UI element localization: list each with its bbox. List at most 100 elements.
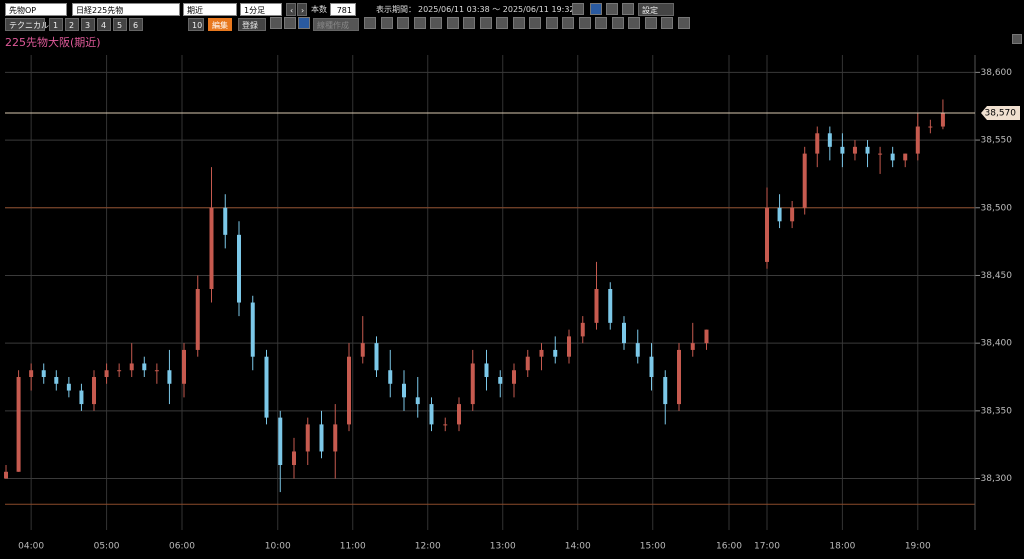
x-tick-label: 06:00 — [169, 542, 195, 552]
x-tick-label: 13:00 — [490, 542, 516, 552]
line-create-button[interactable]: 線種作成 — [313, 18, 359, 31]
candle-body — [649, 356, 654, 378]
icon-button[interactable] — [572, 3, 584, 15]
candle-body — [415, 397, 420, 405]
contract-select[interactable]: 期近 — [183, 3, 237, 16]
drawing-tool[interactable] — [595, 17, 607, 29]
drawing-tool[interactable] — [512, 17, 525, 29]
candle-body — [903, 153, 908, 161]
candle-body — [539, 349, 544, 357]
drawing-tool[interactable] — [479, 17, 492, 29]
candle-body — [622, 322, 626, 344]
candle-body — [209, 207, 214, 289]
drawing-tool[interactable] — [545, 17, 558, 29]
symbol-select[interactable]: 日経225先物 — [72, 3, 180, 16]
candle-body — [223, 207, 228, 235]
drawing-tool[interactable] — [661, 17, 673, 29]
drawing-tool[interactable] — [496, 17, 508, 29]
slot-button[interactable]: 4 — [97, 18, 111, 31]
candle-body — [402, 383, 406, 398]
y-tick-label: 38,300 — [981, 474, 1013, 484]
settings-button[interactable]: 設定 — [638, 3, 674, 16]
candle-body — [553, 349, 558, 357]
candle-body — [525, 356, 530, 371]
candle-body — [815, 133, 820, 154]
candle-body — [333, 424, 338, 452]
candle-body — [195, 289, 200, 350]
candle-body — [142, 363, 147, 371]
x-tick-label: 14:00 — [565, 542, 591, 552]
icon-button[interactable] — [606, 3, 618, 15]
candle-body — [305, 424, 310, 452]
drawing-tool[interactable] — [529, 17, 541, 29]
candle-body — [292, 451, 296, 466]
technical-button[interactable]: テクニカル — [5, 18, 49, 31]
last-price-tag — [981, 105, 1020, 120]
count-input[interactable]: 781 — [330, 3, 356, 16]
drawing-tool[interactable] — [364, 17, 376, 29]
y-tick-label: 38,350 — [981, 406, 1013, 416]
slot-button[interactable]: 10 — [188, 18, 204, 31]
drawing-tool[interactable] — [677, 17, 690, 29]
candle-body — [765, 207, 769, 262]
candle-body — [250, 302, 255, 357]
candle-body — [594, 289, 599, 323]
last-price-label: 38,570 — [985, 108, 1017, 118]
edit-button[interactable]: 編集 — [208, 18, 232, 31]
y-tick-label: 38,500 — [981, 203, 1013, 213]
candle-body — [92, 377, 97, 405]
x-tick-label: 10:00 — [265, 542, 291, 552]
candle-body — [580, 322, 585, 337]
x-tick-label: 11:00 — [340, 542, 366, 552]
candle-body — [470, 363, 475, 405]
drawing-tool[interactable] — [578, 17, 591, 29]
drawing-tool[interactable] — [430, 17, 442, 29]
drawing-tool[interactable] — [413, 17, 426, 29]
collapse-button[interactable] — [1012, 34, 1022, 44]
register-button[interactable]: 登録 — [238, 18, 266, 31]
candle-body — [840, 146, 845, 154]
slot-button[interactable]: 2 — [65, 18, 79, 31]
candle-body — [940, 112, 945, 127]
zoom-button[interactable] — [270, 17, 282, 29]
candle-body — [182, 349, 186, 384]
next-button[interactable]: › — [297, 3, 307, 16]
x-tick-label: 05:00 — [94, 542, 120, 552]
crosshair-button[interactable] — [298, 17, 310, 29]
slot-button[interactable]: 5 — [113, 18, 127, 31]
y-tick-label: 38,450 — [981, 271, 1013, 281]
x-tick-label: 18:00 — [829, 542, 855, 552]
drawing-tool[interactable] — [380, 17, 393, 29]
drawing-tool[interactable] — [611, 17, 624, 29]
interval-select[interactable]: 1分足 — [240, 3, 282, 16]
candle-body — [154, 370, 159, 372]
drawing-tool[interactable] — [644, 17, 657, 29]
slot-button[interactable]: 6 — [129, 18, 143, 31]
slot-button[interactable]: 1 — [49, 18, 63, 31]
drawing-tool[interactable] — [628, 17, 640, 29]
candle-body — [663, 377, 668, 405]
candle-body — [167, 370, 172, 384]
slot-button[interactable]: 3 — [81, 18, 95, 31]
drawing-tool[interactable] — [446, 17, 459, 29]
drawing-tool[interactable] — [463, 17, 475, 29]
icon-button[interactable] — [622, 3, 634, 15]
market-select[interactable]: 先物OP — [5, 3, 67, 16]
candle-body — [429, 404, 434, 425]
candle-body — [690, 343, 695, 350]
candle-body — [704, 329, 709, 344]
candle-body — [827, 133, 832, 147]
x-tick-label: 15:00 — [640, 542, 666, 552]
candle-body — [484, 363, 489, 378]
icon-button[interactable] — [590, 3, 602, 15]
prev-button[interactable]: ‹ — [286, 3, 296, 16]
y-tick-label: 38,600 — [981, 68, 1013, 78]
candle-body — [264, 356, 269, 418]
icon-button[interactable] — [284, 17, 296, 29]
candle-body — [635, 343, 640, 357]
drawing-tool[interactable] — [397, 17, 409, 29]
drawing-tool[interactable] — [562, 17, 574, 29]
candle-body — [66, 383, 71, 391]
candle-body — [374, 343, 379, 371]
